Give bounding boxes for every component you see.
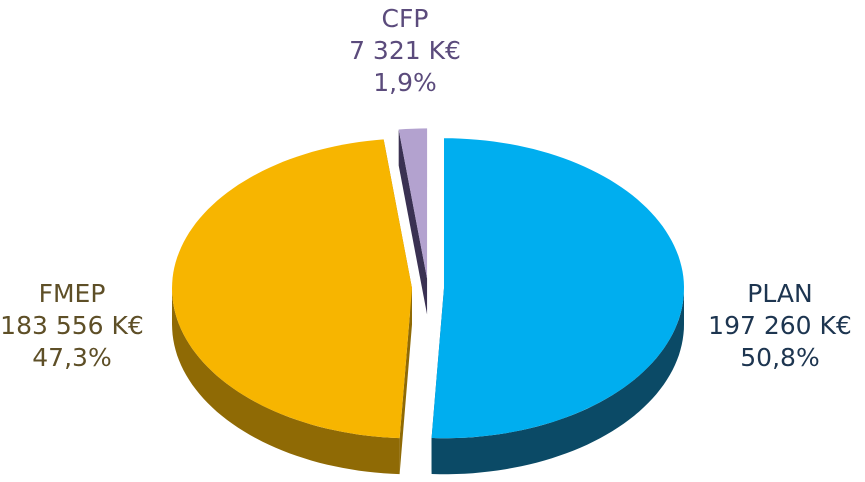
category-label: PLAN xyxy=(747,279,812,308)
slice-cut xyxy=(399,288,413,475)
category-label: CFP xyxy=(382,4,429,33)
slice xyxy=(172,139,413,439)
slice xyxy=(398,128,428,279)
slice xyxy=(431,138,684,439)
percentage-label: 47,3% xyxy=(32,343,111,372)
value-label: 183 556 K€ xyxy=(0,311,144,340)
slice-side xyxy=(431,288,684,475)
value-label: 197 260 K€ xyxy=(708,311,852,340)
value-label: 7 321 K€ xyxy=(349,36,461,65)
percentage-label: 50,8% xyxy=(740,343,819,372)
slice-side xyxy=(172,288,400,475)
slice-cut xyxy=(398,129,428,315)
percentage-label: 1,9% xyxy=(373,68,437,97)
category-label: FMEP xyxy=(39,279,106,308)
